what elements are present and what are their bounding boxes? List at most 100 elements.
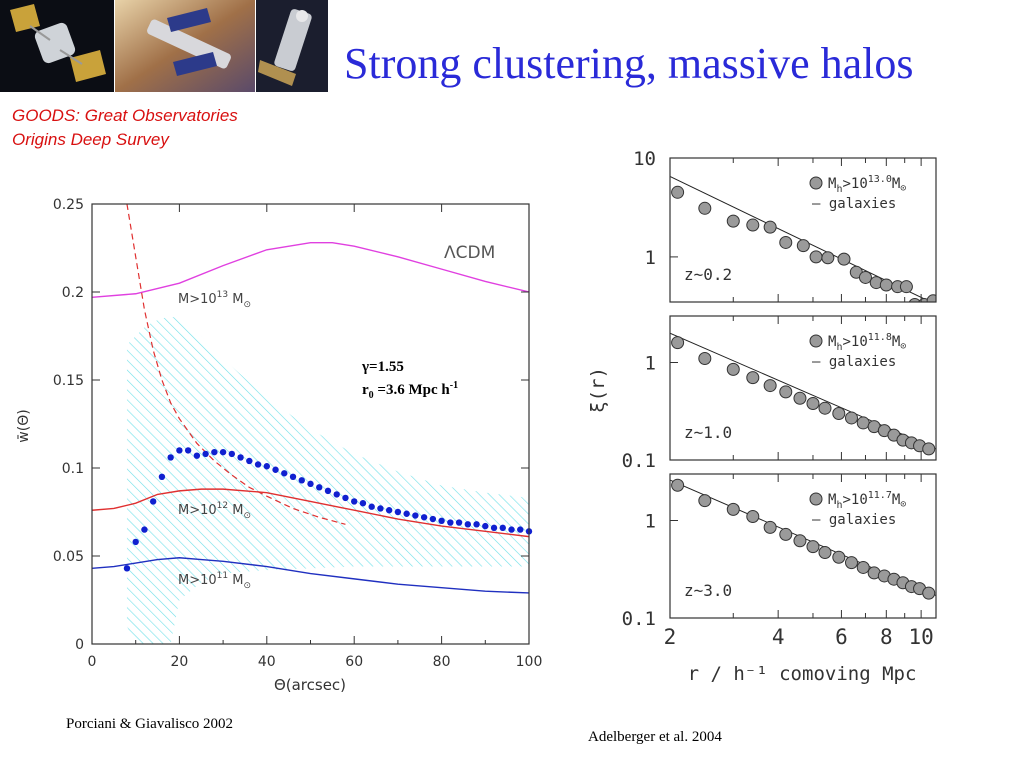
data-point [763, 220, 777, 234]
x-tick-label: 80 [433, 654, 451, 670]
data-point [908, 298, 921, 302]
data-point [359, 500, 367, 507]
data-point [420, 514, 428, 521]
x-tick-label: 0 [88, 654, 97, 670]
telescope-image-3 [256, 0, 328, 92]
r0-label: r0 =3.6 Mpc h-1 [362, 380, 458, 401]
y-tick-label: 0.1 [622, 608, 656, 630]
x-tick-label: 4 [772, 625, 785, 649]
satellite-icon [10, 4, 106, 82]
subtitle: GOODS: Great Observatories Origins Deep … [12, 104, 238, 152]
x-tick-label: 60 [345, 654, 363, 670]
data-point [698, 494, 712, 508]
data-point [698, 351, 712, 365]
data-point [806, 396, 820, 410]
data-point [193, 452, 201, 459]
data-point [132, 538, 139, 546]
data-point [464, 521, 472, 528]
legend-marker [809, 334, 823, 348]
lcdm-label: ΛCDM [444, 243, 495, 263]
data-point [856, 560, 870, 574]
data-point [879, 278, 893, 292]
redshift-label: z~1.0 [684, 423, 732, 442]
data-point [263, 463, 270, 470]
y-tick-label: 0.25 [53, 197, 84, 213]
data-point [412, 512, 419, 519]
legend-marker [809, 176, 823, 190]
data-point [499, 524, 506, 532]
data-point [202, 450, 209, 458]
subtitle-line-2: Origins Deep Survey [12, 130, 169, 149]
data-point [473, 521, 480, 528]
series-line-1 [92, 488, 529, 538]
data-point [671, 185, 685, 199]
data-point [307, 480, 314, 488]
panel-2: 1 0.1 Mh>1011.7M⊙— galaxies z~3.0 2 4 6 8 10 [622, 473, 937, 649]
legend-galaxies-label: — galaxies [812, 354, 896, 370]
data-point [228, 450, 236, 458]
legend-marker [809, 492, 823, 506]
m13-label: M>1013 M⊙ [178, 290, 251, 310]
panel-frame [669, 157, 937, 303]
data-point [746, 509, 760, 523]
data-point [763, 379, 777, 393]
data-point [141, 526, 148, 533]
data-point [298, 477, 305, 484]
data-point [844, 411, 858, 425]
x-tick-label: 100 [516, 654, 543, 670]
data-point [671, 478, 685, 492]
legend-halo-label: Mh>1013.0M⊙ [828, 174, 906, 195]
data-point [806, 540, 820, 554]
data-point [394, 508, 402, 516]
x-tick-label: 20 [170, 654, 188, 670]
data-point [779, 527, 793, 541]
panel-frame [669, 473, 937, 619]
data-point [779, 235, 793, 249]
data-point [272, 466, 279, 473]
series-line-3 [126, 204, 346, 525]
legend-galaxies-label: — galaxies [812, 196, 896, 212]
data-point [763, 520, 777, 534]
data-point [517, 526, 524, 533]
x-tick-label: 10 [908, 625, 933, 649]
series-line-0 [92, 242, 529, 298]
data-point [793, 391, 807, 405]
y-tick-label: 1 [645, 511, 656, 533]
slide-title: Strong clustering, massive halos [344, 39, 914, 88]
data-point [289, 473, 297, 480]
data-point [698, 201, 712, 215]
data-point [922, 586, 936, 600]
data-point [377, 505, 384, 512]
data-point [746, 371, 760, 385]
left-xlabel: Θ(arcsec) [274, 676, 346, 694]
x-tick-label: 8 [880, 625, 893, 649]
redshift-label: z~0.2 [684, 265, 732, 284]
data-point [333, 491, 340, 498]
y-tick-label: 0.1 [62, 461, 84, 477]
legend-halo-label: Mh>1011.7M⊙ [828, 490, 906, 511]
data-point [746, 218, 760, 232]
data-point [447, 519, 454, 526]
data-point [818, 545, 832, 559]
satellite-icon [147, 8, 231, 76]
data-point [237, 454, 244, 461]
data-point [246, 457, 253, 465]
data-point [726, 214, 740, 228]
left-ylabel: w̄(Θ) [16, 409, 32, 442]
data-point [899, 280, 913, 294]
data-point [926, 294, 936, 302]
data-point [793, 534, 807, 548]
data-point [832, 406, 846, 420]
data-point [482, 522, 489, 530]
data-point [123, 565, 131, 572]
y-tick-label: 0.1 [622, 450, 656, 472]
data-point [726, 502, 740, 516]
x-tick-label: 40 [258, 654, 276, 670]
right-ylabel: ξ(r) [590, 367, 609, 413]
data-point [779, 385, 793, 399]
data-point [832, 550, 846, 564]
y-tick-label: 0.2 [62, 285, 84, 301]
uncertainty-band [126, 316, 529, 644]
data-point [219, 448, 227, 456]
telescope-icon [258, 9, 312, 86]
